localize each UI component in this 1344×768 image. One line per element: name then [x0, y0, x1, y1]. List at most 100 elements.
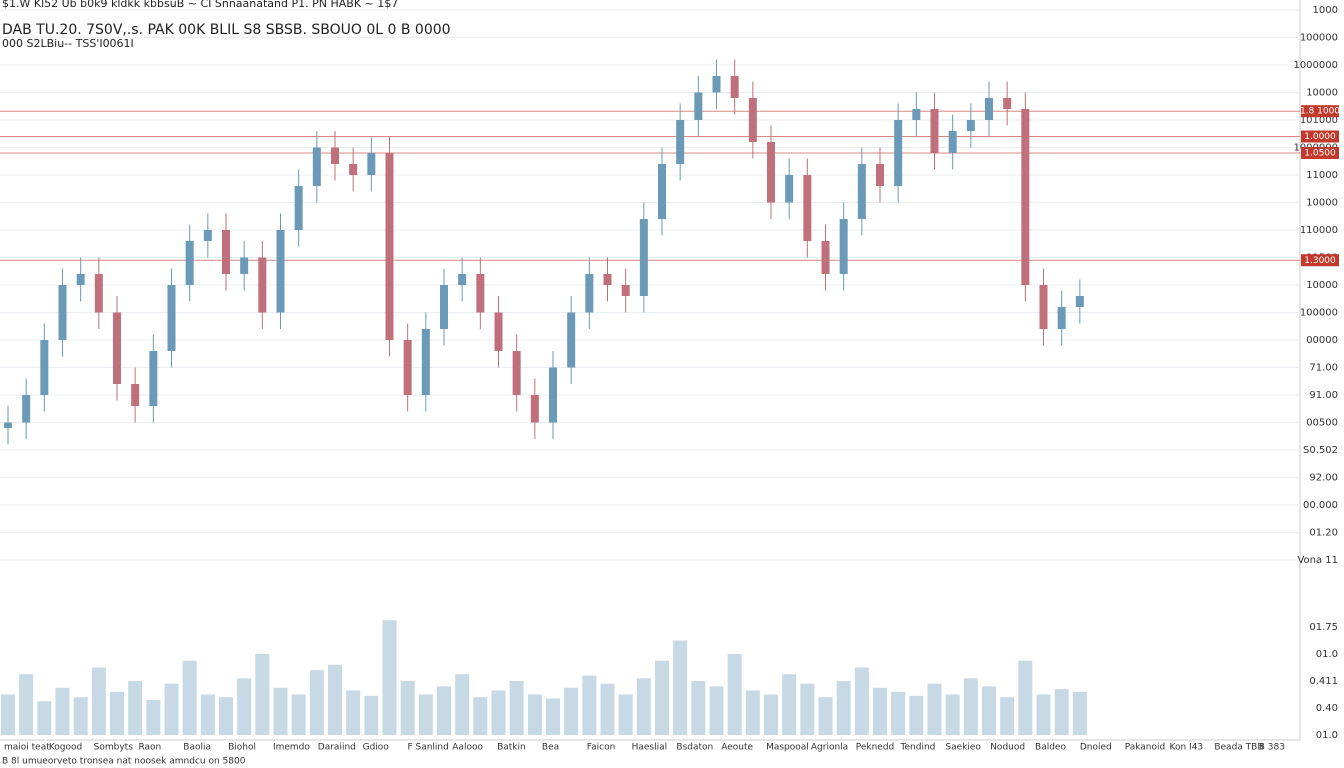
volume-bar: [19, 674, 34, 735]
x-tick-label: Aalooo: [452, 743, 483, 753]
header-line: DAB TU.20. 7S0V,.s. PAK 00K BLIL S8 SBSB…: [2, 22, 451, 38]
volume-bar: [818, 697, 833, 735]
candle-body: [76, 274, 85, 285]
candle-body: [985, 98, 993, 120]
volume-bar: [727, 654, 742, 735]
level-label: 1.3000: [1304, 256, 1336, 266]
volume-bar: [291, 694, 306, 735]
volume-bar: [745, 690, 760, 735]
volume-bar: [800, 683, 815, 735]
header-line: 000 S2LBiu-- TSS'I0061I: [2, 37, 134, 50]
x-tick-label: Maspooal: [766, 743, 809, 753]
x-tick-label: F Sanlind: [407, 743, 448, 753]
y-tick-label: 100000: [1300, 33, 1338, 44]
candle-body: [948, 131, 957, 153]
volume-bar: [982, 686, 996, 735]
y-tick-label: S0.502: [1303, 445, 1338, 456]
volume-bar: [963, 678, 978, 735]
volume-bar: [1, 694, 15, 735]
candle-body: [258, 257, 267, 313]
candle-body: [403, 340, 412, 395]
candle-body: [912, 109, 921, 120]
y-tick-label: 91.00: [1309, 390, 1338, 401]
volume-bar: [182, 660, 197, 735]
candle-body: [821, 241, 830, 274]
volume-bar: [473, 697, 488, 735]
volume-bar: [146, 699, 161, 735]
volume-bar: [1018, 660, 1033, 735]
candle-body: [113, 312, 121, 384]
x-tick-label: Bea: [542, 743, 559, 753]
y-tick-label: 1000: [1313, 5, 1338, 16]
volume-bar: [1000, 697, 1015, 735]
candle-body: [694, 92, 703, 120]
volume-tick-label: 01.0: [1316, 649, 1338, 660]
candle-body: [421, 329, 430, 395]
volume-bar: [91, 667, 106, 735]
volume-tick-label: 01.75: [1309, 622, 1338, 633]
x-tick-label: 8 383: [1259, 743, 1285, 753]
volume-tick-label: 01.0: [1316, 730, 1338, 741]
volume-bar: [346, 690, 361, 735]
x-tick-label: Pakanoid: [1125, 743, 1166, 753]
header-line: $1.W Kl52 Ub b0k9 kldkk kbbsuB ~ CI Snna…: [2, 0, 398, 10]
candle-body: [331, 147, 339, 164]
y-tick-label: 00500: [1306, 418, 1338, 429]
candle-body: [440, 285, 448, 329]
level-tag: [1301, 130, 1339, 143]
candle-body: [785, 175, 794, 203]
volume-bar: [328, 664, 342, 735]
volume-bar: [364, 695, 379, 735]
volume-bar: [782, 674, 797, 735]
x-tick-label: Kogood: [49, 743, 82, 753]
candle-body: [512, 351, 521, 395]
level-label: 1.0500: [1304, 149, 1336, 159]
candle-body: [312, 147, 321, 186]
volume-bar: [273, 687, 288, 735]
volume-bar: [55, 687, 70, 735]
volume-bar: [673, 640, 688, 735]
volume-bar: [909, 695, 924, 735]
volume-bar: [128, 681, 143, 735]
candle-body: [1057, 307, 1066, 329]
volume-bar: [1036, 694, 1051, 735]
x-tick-label: Baldeo: [1035, 743, 1066, 753]
volume-bar: [455, 674, 470, 735]
candle-body: [4, 422, 12, 428]
candle-body: [803, 175, 812, 241]
candle-body: [131, 384, 140, 406]
volume-bar: [600, 683, 615, 735]
candle-body: [1075, 296, 1084, 307]
footnote: B 8l umueorveto tronsea nat noosek amndc…: [2, 757, 246, 767]
x-tick-label: Baolia: [183, 743, 211, 753]
candle-body: [476, 274, 485, 313]
volume-bar: [255, 654, 270, 735]
volume-bar: [655, 660, 669, 735]
candle-body: [240, 257, 249, 274]
x-tick-label: Raon: [138, 743, 161, 753]
volume-bar: [491, 690, 506, 735]
volume-bar: [709, 686, 724, 735]
candle-body: [40, 340, 49, 395]
volume-bar: [400, 681, 415, 735]
x-tick-label: Beada TBB: [1214, 743, 1263, 753]
volume-bar: [636, 678, 651, 735]
x-tick-label: Biohol: [228, 743, 256, 753]
candle-body: [1003, 98, 1012, 109]
volume-bar: [927, 683, 942, 735]
candle-body: [603, 274, 612, 285]
y-tick-label: 101000: [1300, 115, 1338, 126]
volume-tick-label: 0.411: [1309, 676, 1338, 687]
x-tick-label: Imemdo: [273, 743, 310, 753]
candle-body: [22, 395, 31, 423]
volume-bar: [873, 687, 887, 735]
volume-bar: [764, 694, 778, 735]
volume-bar: [527, 694, 542, 735]
y-tick-label: 92.00: [1309, 473, 1338, 484]
y-tick-label: Vona 11: [1297, 555, 1338, 566]
x-tick-label: Noduod: [990, 743, 1025, 753]
candle-body: [567, 312, 576, 368]
x-tick-label: Aeoute: [721, 743, 753, 753]
